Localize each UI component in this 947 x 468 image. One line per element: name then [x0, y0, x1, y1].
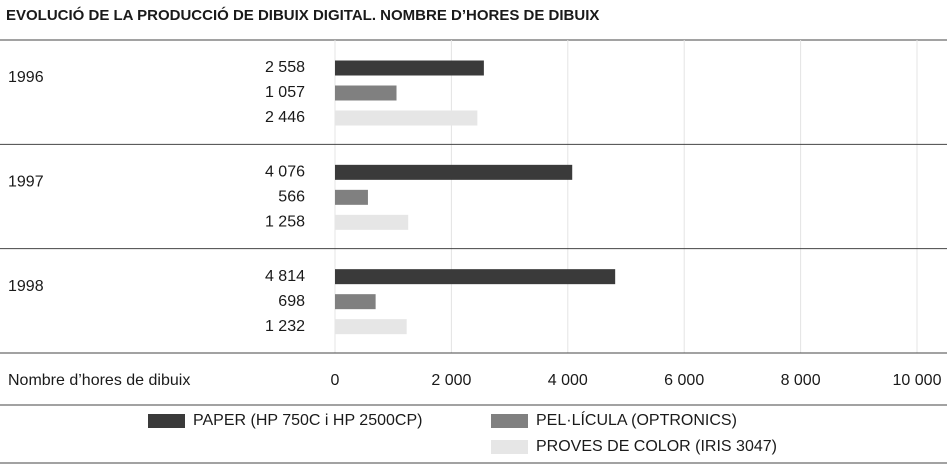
legend-swatch — [491, 440, 528, 454]
bar — [335, 319, 407, 335]
chart-title: EVOLUCIÓ DE LA PRODUCCIÓ DE DIBUIX DIGIT… — [6, 6, 599, 24]
x-tick-label: 10 000 — [893, 372, 942, 389]
bar — [335, 110, 478, 126]
value-label: 1 232 — [265, 318, 305, 335]
bar — [335, 189, 368, 205]
value-label: 1 057 — [265, 84, 305, 101]
legend-label: PROVES DE COLOR (IRIS 3047) — [536, 438, 777, 455]
bar — [335, 60, 484, 76]
value-label: 2 446 — [265, 109, 305, 126]
legend-swatch — [148, 414, 185, 428]
value-label: 4 076 — [265, 164, 305, 181]
legend-label: PAPER (HP 750C i HP 2500CP) — [193, 412, 422, 429]
value-label: 566 — [278, 189, 305, 206]
bar — [335, 85, 397, 101]
x-tick-label: 4 000 — [548, 372, 588, 389]
value-label: 698 — [278, 293, 305, 310]
bar — [335, 214, 409, 230]
category-label: 1997 — [8, 174, 44, 191]
category-label: 1998 — [8, 278, 44, 295]
value-label: 1 258 — [265, 214, 305, 231]
x-tick-label: 8 000 — [781, 372, 821, 389]
legend-label: PEL·LÍCULA (OPTRONICS) — [536, 410, 737, 429]
bar — [335, 294, 376, 310]
value-label: 2 558 — [265, 59, 305, 76]
x-axis-label: Nombre d’hores de dibuix — [8, 372, 190, 389]
category-label: 1996 — [8, 69, 44, 86]
value-label: 4 814 — [265, 268, 305, 285]
x-tick-label: 6 000 — [664, 372, 704, 389]
x-tick-label: 0 — [331, 372, 340, 389]
legend-swatch — [491, 414, 528, 428]
x-tick-label: 2 000 — [431, 372, 471, 389]
bar — [335, 269, 616, 285]
bar — [335, 164, 573, 180]
